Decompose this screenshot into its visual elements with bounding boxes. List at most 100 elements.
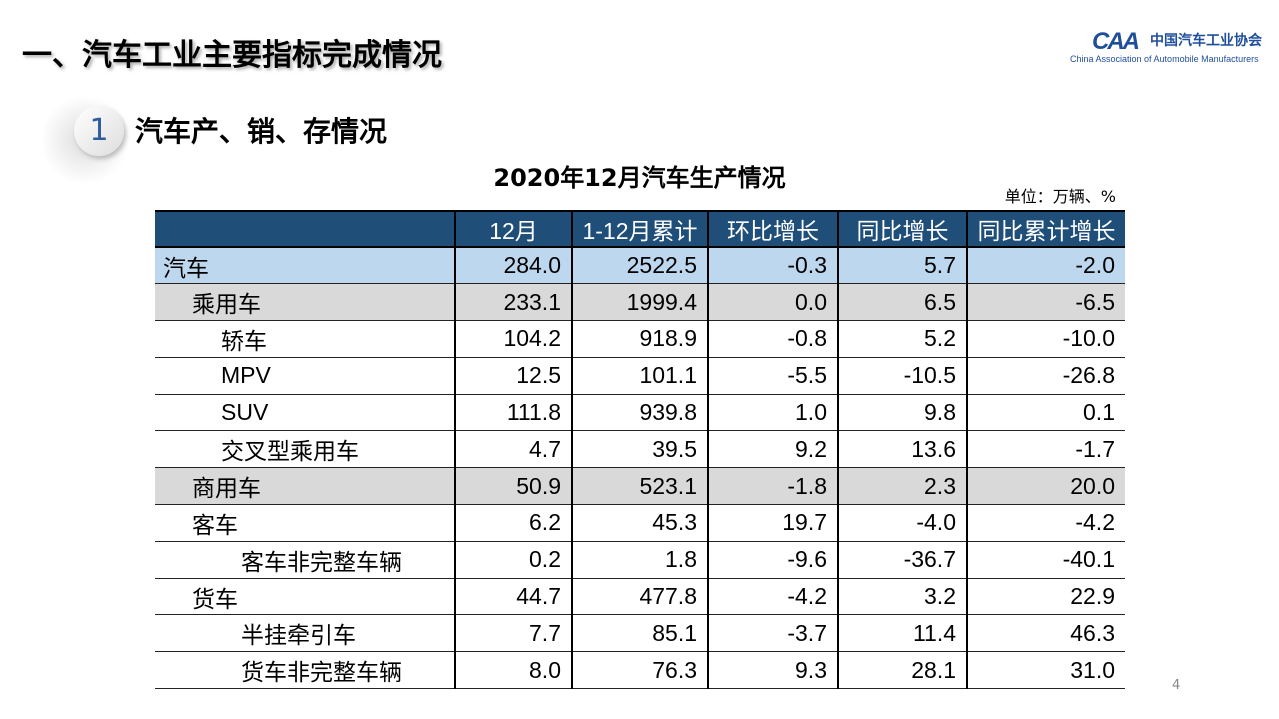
- cell-value: 45.3: [572, 504, 709, 542]
- cell-value: 5.2: [838, 320, 968, 358]
- logo-mark: CAA: [1092, 28, 1140, 55]
- cell-value: 9.8: [838, 394, 968, 432]
- column-header: 12月: [455, 210, 573, 248]
- cell-value: 7.7: [455, 614, 573, 653]
- cell-value: 0.1: [967, 394, 1125, 432]
- cell-value: -2.0: [967, 247, 1125, 285]
- section-title: 汽车产、销、存情况: [135, 115, 388, 148]
- cell-value: 6.2: [455, 504, 573, 542]
- cell-value: 13.6: [838, 430, 968, 469]
- row-label: MPV: [155, 357, 456, 395]
- column-header: 同比累计增长: [967, 210, 1125, 248]
- table-row: 交叉型乘用车 4.7 39.5 9.2 13.6 -1.7: [155, 430, 1125, 469]
- cell-value: -4.2: [708, 578, 839, 616]
- cell-value: -0.8: [708, 320, 839, 358]
- table-row: 商用车 50.9 523.1 -1.8 2.3 20.0: [155, 467, 1125, 506]
- cell-value: 101.1: [572, 357, 709, 395]
- cell-value: -9.6: [708, 541, 839, 579]
- table-row: 货车非完整车辆 8.0 76.3 9.3 28.1 31.0: [155, 651, 1125, 690]
- cell-value: 44.7: [455, 578, 573, 616]
- cell-value: -4.0: [838, 504, 968, 542]
- cell-value: 2.3: [838, 467, 968, 506]
- cell-value: -4.2: [967, 504, 1125, 542]
- section-number-badge: 1: [74, 106, 124, 156]
- cell-value: 50.9: [455, 467, 573, 506]
- unit-label: 单位：万辆、%: [1004, 187, 1116, 206]
- cell-value: 28.1: [838, 651, 968, 690]
- row-label: 交叉型乘用车: [155, 430, 456, 469]
- row-label: 轿车: [155, 320, 456, 358]
- table-row: 客车非完整车辆 0.2 1.8 -9.6 -36.7 -40.1: [155, 541, 1125, 579]
- cell-value: 0.2: [455, 541, 573, 579]
- production-table: 12月 1-12月累计 环比增长 同比增长 同比累计增长 汽车 284.0 2522.5 -0…: [155, 210, 1125, 690]
- column-header: 1-12月累计: [572, 210, 709, 248]
- cell-value: 0.0: [708, 283, 839, 322]
- cell-value: -36.7: [838, 541, 968, 579]
- column-header: [155, 210, 456, 248]
- row-label: 客车非完整车辆: [155, 541, 456, 579]
- cell-value: 9.3: [708, 651, 839, 690]
- cell-value: 233.1: [455, 283, 573, 322]
- cell-value: 104.2: [455, 320, 573, 358]
- cell-value: 4.7: [455, 430, 573, 469]
- table-title-text: 2020年12月汽车生产情况: [493, 164, 786, 192]
- row-label: 货车: [155, 578, 456, 616]
- cell-value: -5.5: [708, 357, 839, 395]
- table-row: 轿车 104.2 918.9 -0.8 5.2 -10.0: [155, 320, 1125, 358]
- caam-logo: CAA 中国汽车工业协会 China Association of Automo…: [1070, 26, 1275, 66]
- cell-value: 20.0: [967, 467, 1125, 506]
- table-title: 2020年12月汽车生产情况: [0, 158, 1279, 193]
- cell-value: 477.8: [572, 578, 709, 616]
- table-row: 乘用车 233.1 1999.4 0.0 6.5 -6.5: [155, 283, 1125, 322]
- cell-value: -26.8: [967, 357, 1125, 395]
- cell-value: 284.0: [455, 247, 573, 285]
- cell-value: 111.8: [455, 394, 573, 432]
- cell-value: 1.8: [572, 541, 709, 579]
- cell-value: -40.1: [967, 541, 1125, 579]
- cell-value: 918.9: [572, 320, 709, 358]
- cell-value: 1999.4: [572, 283, 709, 322]
- row-label: 乘用车: [155, 283, 456, 322]
- page-number: 4: [1172, 678, 1181, 693]
- table-row: 汽车 284.0 2522.5 -0.3 5.7 -2.0: [155, 247, 1125, 285]
- cell-value: 1.0: [708, 394, 839, 432]
- cell-value: 31.0: [967, 651, 1125, 690]
- cell-value: 19.7: [708, 504, 839, 542]
- column-header: 环比增长: [708, 210, 839, 248]
- cell-value: -1.8: [708, 467, 839, 506]
- cell-value: -1.7: [967, 430, 1125, 469]
- cell-value: 11.4: [838, 614, 968, 653]
- cell-value: 939.8: [572, 394, 709, 432]
- table-row: 半挂牵引车 7.7 85.1 -3.7 11.4 46.3: [155, 614, 1125, 653]
- table-row: MPV 12.5 101.1 -5.5 -10.5 -26.8: [155, 357, 1125, 395]
- row-label: 客车: [155, 504, 456, 542]
- cell-value: 76.3: [572, 651, 709, 690]
- cell-value: 12.5: [455, 357, 573, 395]
- table-row: 客车 6.2 45.3 19.7 -4.0 -4.2: [155, 504, 1125, 542]
- row-label: 货车非完整车辆: [155, 651, 456, 690]
- cell-value: -6.5: [967, 283, 1125, 322]
- logo-en: China Association of Automobile Manufact…: [1070, 54, 1259, 64]
- cell-value: 8.0: [455, 651, 573, 690]
- cell-value: -0.3: [708, 247, 839, 285]
- cell-value: 3.2: [838, 578, 968, 616]
- cell-value: 39.5: [572, 430, 709, 469]
- table-header-row: 12月 1-12月累计 环比增长 同比增长 同比累计增长: [155, 210, 1125, 248]
- cell-value: 22.9: [967, 578, 1125, 616]
- cell-value: 523.1: [572, 467, 709, 506]
- cell-value: 6.5: [838, 283, 968, 322]
- cell-value: -10.5: [838, 357, 968, 395]
- row-label: 汽车: [155, 247, 456, 285]
- cell-value: 46.3: [967, 614, 1125, 653]
- table-row: 货车 44.7 477.8 -4.2 3.2 22.9: [155, 578, 1125, 616]
- logo-cn: 中国汽车工业协会: [1150, 33, 1262, 49]
- cell-value: 5.7: [838, 247, 968, 285]
- cell-value: -3.7: [708, 614, 839, 653]
- row-label: 商用车: [155, 467, 456, 506]
- cell-value: 85.1: [572, 614, 709, 653]
- table-row: SUV 111.8 939.8 1.0 9.8 0.1: [155, 394, 1125, 432]
- column-header: 同比增长: [838, 210, 968, 248]
- slide-title: 一、汽车工业主要指标完成情况: [22, 38, 442, 73]
- cell-value: 9.2: [708, 430, 839, 469]
- row-label: SUV: [155, 394, 456, 432]
